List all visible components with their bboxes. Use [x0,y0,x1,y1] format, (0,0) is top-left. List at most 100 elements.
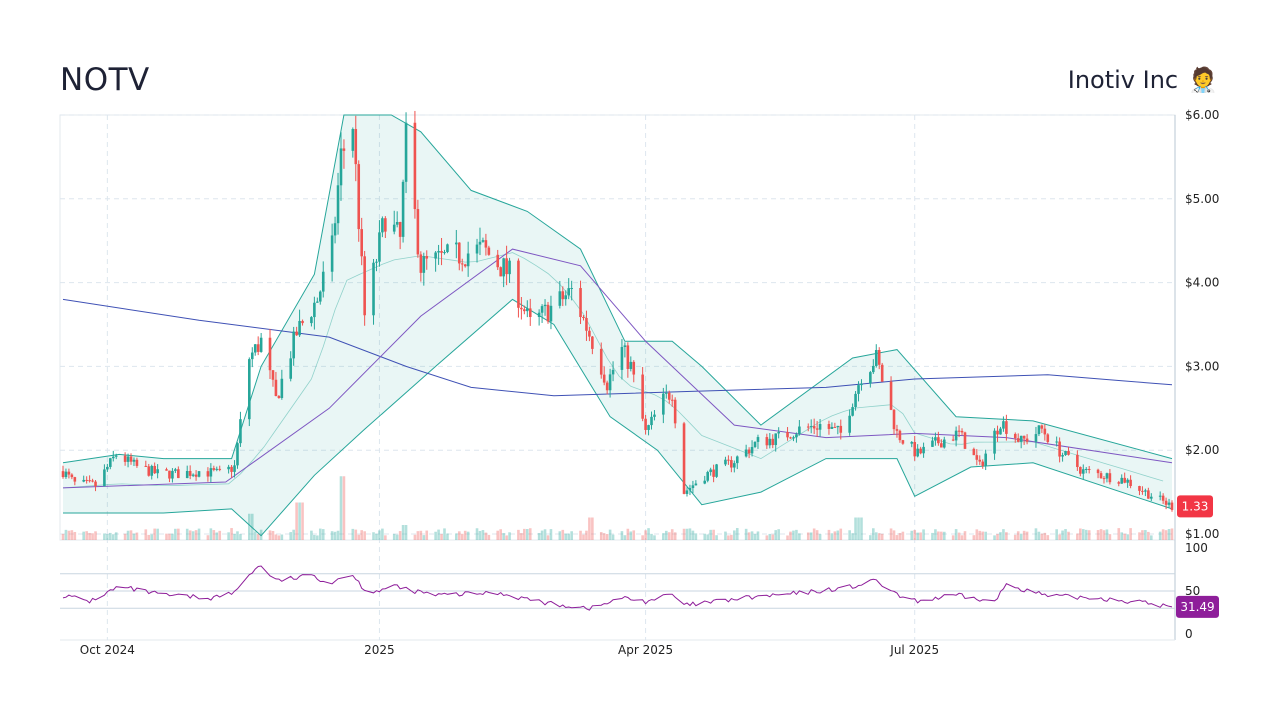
candle-down [91,480,94,482]
volume-bar [733,530,736,540]
volume-bar [585,530,588,540]
volume-bar [292,529,295,540]
volume-bar [94,531,97,540]
candle-down [496,254,500,268]
candle-up [333,223,337,236]
volume-bar [236,531,239,540]
candle-up [694,483,698,486]
volume-bar [1043,532,1047,540]
candle-down [789,437,792,439]
volume-bar [499,529,502,540]
volume-bar [1016,531,1020,540]
candle-up [653,414,656,417]
candle-up [392,224,396,232]
volume-bar [466,531,470,540]
volume-bar [528,528,532,540]
candle-up [922,446,925,454]
volume-bar [626,528,630,540]
candle-up [381,218,384,233]
volume-bar [957,532,961,540]
volume-bar [1108,534,1112,540]
last-rsi-label: 31.49 [1180,600,1214,614]
candle-up [724,459,727,465]
volume-bar [351,528,355,540]
candle-down [230,466,233,472]
candle-down [1099,473,1103,479]
candle-down [963,432,967,449]
volume-bar [463,530,467,540]
candle-up [422,256,426,273]
rsi-tick-label: 50 [1185,584,1200,598]
candle-down [457,242,461,264]
volume-bar [250,513,254,540]
candle-up [150,465,154,476]
candle-up [437,251,440,253]
volume-bar [848,530,851,540]
candle-down [1043,428,1047,435]
volume-bar [771,534,775,540]
volume-bar [1138,532,1141,540]
candle-down [1147,490,1150,499]
volume-bar [363,531,366,540]
candle-down [806,426,810,428]
volume-bar [792,530,795,540]
rsi-tick-label: 0 [1185,627,1193,641]
candle-down [978,459,982,462]
volume-bar [457,531,461,540]
volume-bar [256,533,260,540]
volume-bar [1019,533,1023,540]
candle-up [1126,479,1129,483]
volume-bar [526,528,529,540]
volume-bar [354,529,358,540]
volume-bar [177,528,180,540]
volume-bar [218,530,222,540]
candle-up [233,465,236,472]
candle-down [1170,502,1174,510]
volume-bar [1158,531,1162,540]
candle-down [271,370,275,380]
candle-up [310,317,313,324]
volume-bar [1005,532,1008,540]
volume-bar [877,533,881,540]
volume-bar [712,529,715,540]
candle-up [446,244,449,253]
candle-down [129,456,133,462]
candle-down [505,258,508,275]
volume-bar [106,534,109,540]
candle-up [869,372,872,384]
volume-bar [437,529,440,540]
candle-down [827,424,831,429]
volume-bar [1002,529,1005,540]
candle-up [321,271,325,292]
candle-up [543,304,547,307]
volume-bar [496,530,500,540]
candle-up [916,448,919,457]
candle-up [289,358,293,379]
volume-bar [239,534,242,540]
volume-bar [839,528,843,540]
price-tick-label: $4.00 [1185,276,1219,290]
volume-bar [1040,533,1044,540]
volume-bar [1025,531,1029,540]
candle-up [564,295,568,300]
volume-bar [591,517,594,540]
candle-down [626,345,630,369]
candle-down [771,438,775,446]
volume-bar [88,532,91,540]
candle-down [416,209,420,255]
candle-down [1117,482,1121,484]
volume-bar [632,530,636,540]
candle-down [582,317,585,319]
volume-bar [523,528,526,540]
candle-up [508,260,511,275]
candle-down [1076,454,1079,468]
volume-bar [629,531,633,540]
volume-bar [777,529,780,540]
volume-bar [537,533,541,540]
volume-bar [1067,531,1070,540]
volume-bar [570,531,573,540]
volume-bar [440,534,443,540]
candle-down [588,330,591,337]
candle-up [502,258,505,277]
candle-up [984,453,987,466]
